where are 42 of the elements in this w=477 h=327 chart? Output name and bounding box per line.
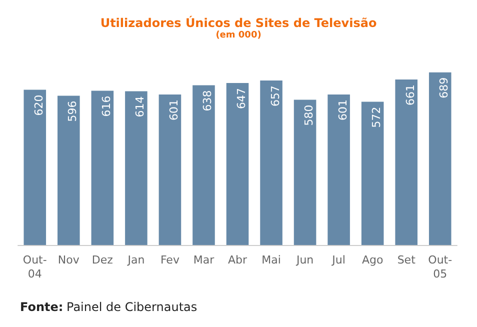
data-label: 689: [438, 77, 451, 98]
data-label: 647: [235, 88, 248, 109]
x-tick-label: Jun: [295, 254, 314, 266]
bar: [58, 96, 80, 245]
x-tick-label: Out-05: [428, 254, 452, 280]
data-label: 616: [100, 96, 113, 117]
bar: [395, 79, 418, 245]
x-tick-label: Mai: [262, 254, 281, 266]
x-tick-label: Mar: [193, 254, 215, 266]
bar: [328, 94, 350, 245]
data-label: 614: [134, 96, 147, 118]
bar: [158, 94, 182, 245]
bar: [260, 80, 282, 245]
x-tick-label: Dez: [92, 254, 114, 266]
data-label: 601: [336, 99, 350, 120]
x-tick-label: Abr: [228, 254, 248, 266]
chart-title: Utilizadores Únicos de Sites de Televisão: [100, 15, 377, 30]
bar: [226, 82, 249, 245]
x-tick-label: Ago: [362, 254, 384, 266]
bar: [294, 100, 316, 245]
data-label: 580: [302, 104, 316, 126]
bar: [428, 72, 452, 245]
data-label: 661: [404, 84, 417, 106]
x-tick-label: Out-04: [22, 254, 47, 280]
x-tick-label: Nov: [58, 254, 80, 266]
bar: [125, 91, 148, 245]
bar: [192, 85, 215, 245]
data-label: 638: [201, 90, 214, 112]
x-tick-label: Jul: [331, 254, 346, 266]
source-note: Fonte: Painel de Cibernautas: [20, 300, 198, 314]
bar: [91, 90, 114, 245]
x-tick-label: Fev: [160, 254, 180, 266]
data-label: 620: [32, 94, 46, 116]
bar: [361, 102, 384, 245]
data-label: 601: [167, 99, 180, 120]
data-label: 657: [268, 85, 282, 106]
x-tick-label: Jan: [126, 254, 145, 266]
bar: [24, 90, 46, 245]
data-label: 572: [370, 106, 384, 128]
chart-subtitle: (em 000): [216, 30, 262, 40]
x-tick-label: Set: [397, 254, 416, 266]
data-label: 596: [66, 100, 80, 122]
